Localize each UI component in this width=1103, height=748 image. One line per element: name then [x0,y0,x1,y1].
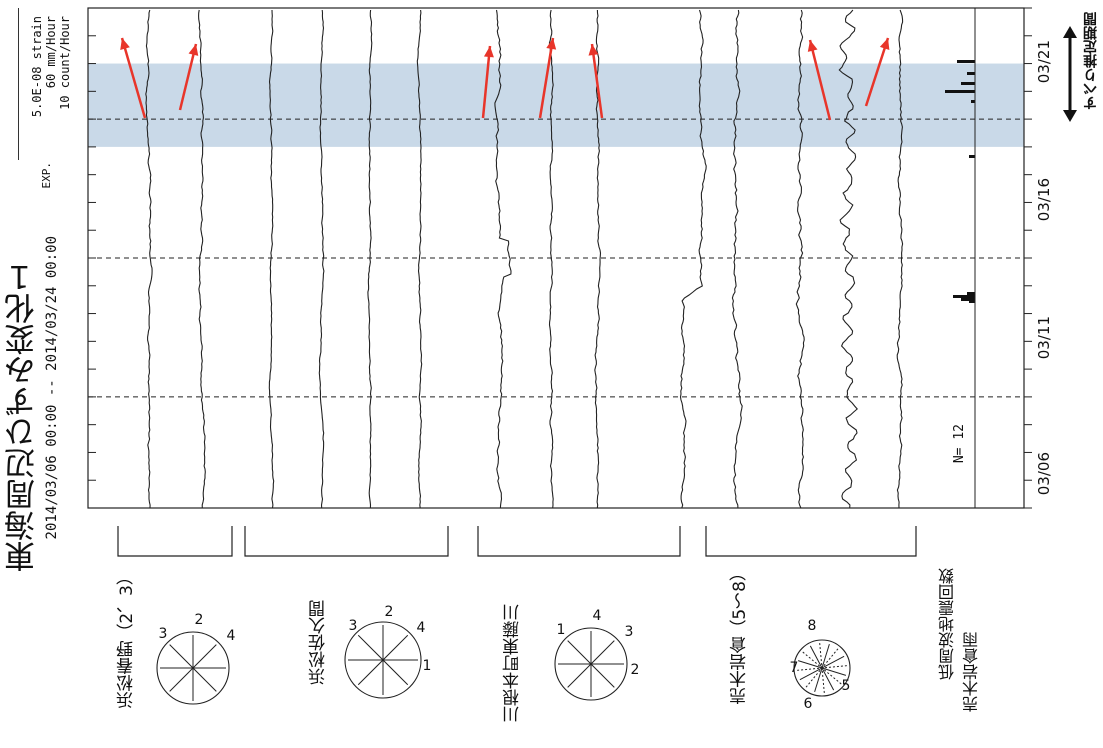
x-tick-label: 03/21 [1035,40,1053,84]
lfe-count-bar [961,298,975,301]
group-bracket [117,526,233,557]
slip-period-shade [88,63,1024,147]
slip-direction-arrow [481,45,492,119]
rose-number: 6 [804,696,813,712]
slip-direction-arrow [590,43,604,119]
group-label-urugi: 売木岩倉（5〜8） [730,564,750,705]
group-label-sakuma: 浜松佐久間 [309,600,329,685]
page-title: 東海周辺ひずみ変化１ [5,262,41,572]
scale-line-3: 10 count/Hour [58,16,72,110]
eq-count-label: N= 12 [952,424,967,464]
slip-direction-arrow [864,37,890,107]
strain-trace [145,9,153,509]
lfe-count-bar [967,292,975,295]
slip-period-label: すべり推定期間 [1083,12,1099,110]
group-label-harutsuno: 浜松春野（2、3） [117,568,137,709]
lfe-count-bar [945,90,975,93]
lfe-count-bar [971,100,975,103]
scale-line-2: 60 mm/Hour [44,16,58,89]
arrow-head [546,38,557,50]
x-tick-label: 03/16 [1035,178,1053,222]
x-tick-label: 03/06 [1035,452,1053,496]
strain-trace [198,9,206,509]
strain-orientation-rose: 7 8 6 5 [790,618,851,712]
rose-number: 4 [227,628,236,644]
group-label-kawane: 川根本町東藤川 [503,604,523,723]
strain-trace [731,9,743,509]
scale-exp-label: EXP. [40,162,53,189]
strain-trace [367,9,373,509]
strain-trace [838,9,858,509]
slip-period-arrow [1063,26,1077,122]
strain-trace [268,9,275,509]
rose-number: 3 [625,624,634,640]
scale-box: EXP. [10,150,86,220]
rose-number: 3 [159,626,168,642]
arrow-head [807,40,818,52]
strain-trace [416,9,423,509]
strain-trace [896,9,904,509]
strain-trace [548,9,554,509]
rose-number: 3 [349,618,358,634]
rose-number: 4 [593,608,602,624]
rose-number: 4 [417,620,426,636]
rose-number: 7 [790,660,799,676]
lfe-count-bar [961,82,975,85]
scale-line-1: 5.0E-08 strain [30,16,44,118]
group-bracket [705,526,917,557]
arrow-head [483,46,494,58]
strain-trace [318,9,325,509]
rose-number: 8 [808,618,817,634]
strain-trace [594,9,602,509]
slip-direction-arrow [538,37,555,119]
strain-trace [494,9,512,509]
group-bracket [244,526,449,557]
label-lfe-count: 低周波地震回数 [938,568,957,680]
rose-number: 2 [631,662,640,678]
slip-direction-arrow [120,37,147,119]
strain-trace [795,9,805,509]
rose-number: 1 [557,622,566,638]
lfe-count-bar [953,295,975,298]
arrow-head [188,44,199,56]
arrow-head [879,38,890,51]
slip-direction-arrow [808,39,832,121]
lfe-count-bar [957,60,975,63]
strain-orientation-rose: 1 4 3 2 [554,608,640,701]
scale-lines: 5.0E-08 strain 60 mm/Hour 10 count/Hour [18,8,72,160]
group-bracket [477,526,681,557]
arrow-head [588,44,599,56]
x-tick-label: 03/11 [1035,316,1053,360]
period-label: 2014/03/06 00:00 -- 2014/03/24 00:00 [44,236,60,540]
arrow-head [120,38,130,50]
rose-number: 1 [423,658,432,674]
rose-number: 2 [195,612,204,628]
lfe-count-bar [969,300,975,303]
rose-number: 5 [842,678,851,694]
lfe-count-bar [969,155,975,158]
slip-direction-arrow [178,43,198,111]
strain-orientation-rose: 3 2 4 1 [344,604,432,699]
strain-trace [679,9,707,509]
label-urugi-rain: 売木岩倉雨 [962,632,981,712]
strain-orientation-rose: 3 2 4 [156,612,236,705]
lfe-count-bar [967,72,975,75]
rose-number: 2 [385,604,394,620]
